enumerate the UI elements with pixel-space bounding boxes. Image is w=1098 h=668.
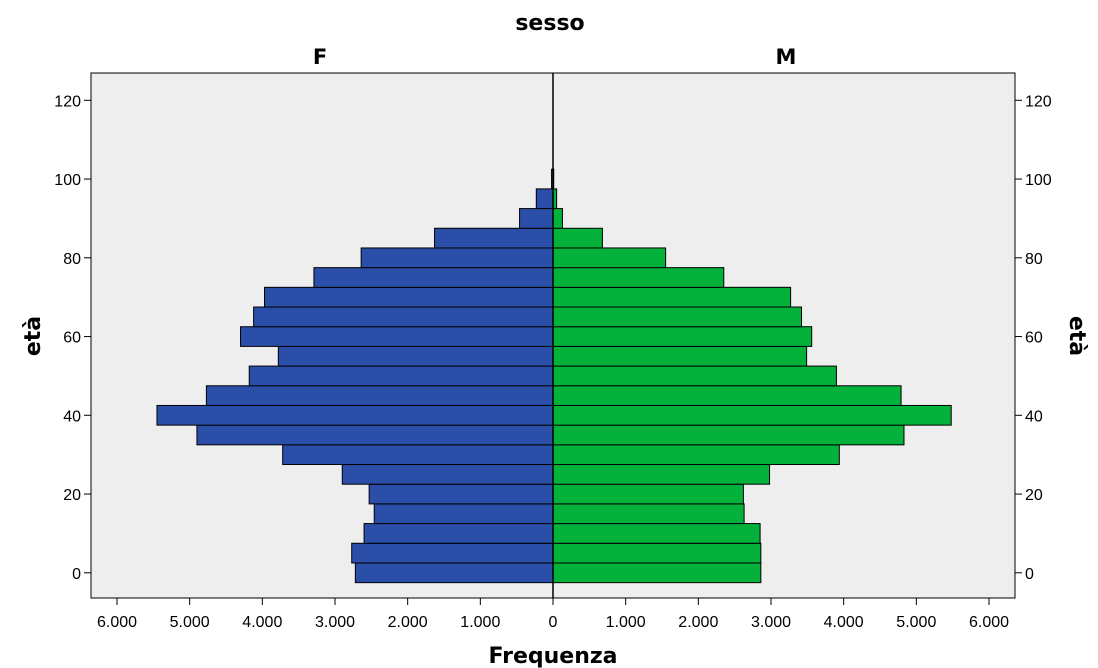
y-tick-label-right-80: 80	[1025, 251, 1043, 268]
bar-male-50	[552, 365, 837, 387]
bar-female-5	[351, 542, 554, 564]
bar-female-20	[368, 483, 554, 505]
bar-female-65	[253, 306, 554, 328]
y-tick-label-left-40: 40	[63, 408, 81, 425]
x-tick-label-right-10: 4.000	[824, 614, 864, 631]
x-axis: 6.000 5.000 4.000 3.000 2.000 1.000 0 1.000 2.00…	[97, 598, 1009, 631]
y-tick-label-right-120: 120	[1025, 93, 1052, 110]
x-tick-label-right-6: 0	[549, 614, 558, 631]
bar-female-25	[341, 464, 554, 485]
x-tick-label-right-7: 1.000	[606, 614, 646, 631]
x-axis-title: Frequenza	[488, 644, 617, 668]
y-tick-label-left-0: 0	[72, 566, 81, 583]
x-tick-label-left-3: 3.000	[315, 614, 355, 631]
x-tick-label-right-9: 3.000	[751, 614, 791, 631]
x-tick-label-left-4: 2.000	[388, 614, 428, 631]
bar-female-70	[264, 286, 554, 308]
bar-male-55	[552, 345, 808, 367]
y-tick-label-right-40: 40	[1025, 408, 1043, 425]
bar-male-90	[552, 208, 563, 229]
x-tick-label-left-0: 6.000	[97, 614, 137, 631]
facet-label-male: M	[776, 45, 797, 69]
bar-male-15	[552, 503, 745, 525]
bar-male-85	[552, 227, 603, 249]
bar-female-90	[519, 208, 554, 229]
bar-male-45	[552, 385, 902, 406]
x-tick-label-right-12: 6.000	[969, 614, 1009, 631]
bar-male-70	[552, 286, 792, 308]
bar-female-50	[248, 365, 554, 387]
facet-label-female: F	[313, 45, 327, 69]
x-tick-label-left-1: 5.000	[170, 614, 210, 631]
x-tick-label-right-11: 5.000	[896, 614, 936, 631]
bar-female-85	[434, 227, 554, 249]
bars-layer	[156, 168, 952, 584]
chart-title: sesso	[515, 11, 584, 36]
bar-male-30	[552, 444, 840, 466]
bar-male-25	[552, 464, 771, 485]
bar-female-40	[156, 404, 554, 426]
bar-male-60	[552, 326, 813, 347]
y-axis-right: 0 20 40 60 80 100 120	[1015, 93, 1052, 583]
bar-female-80	[360, 247, 554, 269]
y-tick-label-left-100: 100	[54, 172, 81, 189]
y-axis-title-right: età	[1064, 316, 1089, 356]
bar-male-10	[552, 523, 761, 544]
bar-female-15	[373, 503, 554, 525]
bar-female-0	[354, 562, 554, 584]
bar-male-75	[552, 267, 725, 288]
bar-male-35	[552, 424, 905, 446]
bar-female-75	[313, 267, 554, 288]
bar-female-60	[240, 326, 554, 347]
bar-male-65	[552, 306, 803, 328]
bar-female-55	[277, 345, 554, 367]
bar-male-40	[552, 404, 952, 426]
y-axis-left: 0 20 40 60 80 100 120	[54, 93, 91, 583]
x-tick-label-left-2: 4.000	[242, 614, 282, 631]
bar-male-20	[552, 483, 744, 505]
x-tick-label-left-5: 1.000	[460, 614, 500, 631]
bar-female-35	[196, 424, 554, 446]
bar-female-30	[282, 444, 554, 466]
y-tick-label-left-120: 120	[54, 93, 81, 110]
y-tick-label-left-60: 60	[63, 330, 81, 347]
bar-female-95	[535, 188, 554, 210]
y-tick-label-right-20: 20	[1025, 487, 1043, 504]
x-tick-label-right-8: 2.000	[678, 614, 718, 631]
y-tick-label-left-20: 20	[63, 487, 81, 504]
y-tick-label-right-100: 100	[1025, 172, 1052, 189]
y-axis-title-left: età	[21, 316, 46, 356]
bar-female-10	[363, 523, 554, 544]
y-tick-label-right-60: 60	[1025, 330, 1043, 347]
bar-male-5	[552, 542, 762, 564]
bar-male-80	[552, 247, 667, 269]
y-tick-label-left-80: 80	[63, 251, 81, 268]
y-tick-label-right-0: 0	[1025, 566, 1034, 583]
bar-female-45	[205, 385, 554, 406]
bar-male-0	[552, 562, 762, 584]
